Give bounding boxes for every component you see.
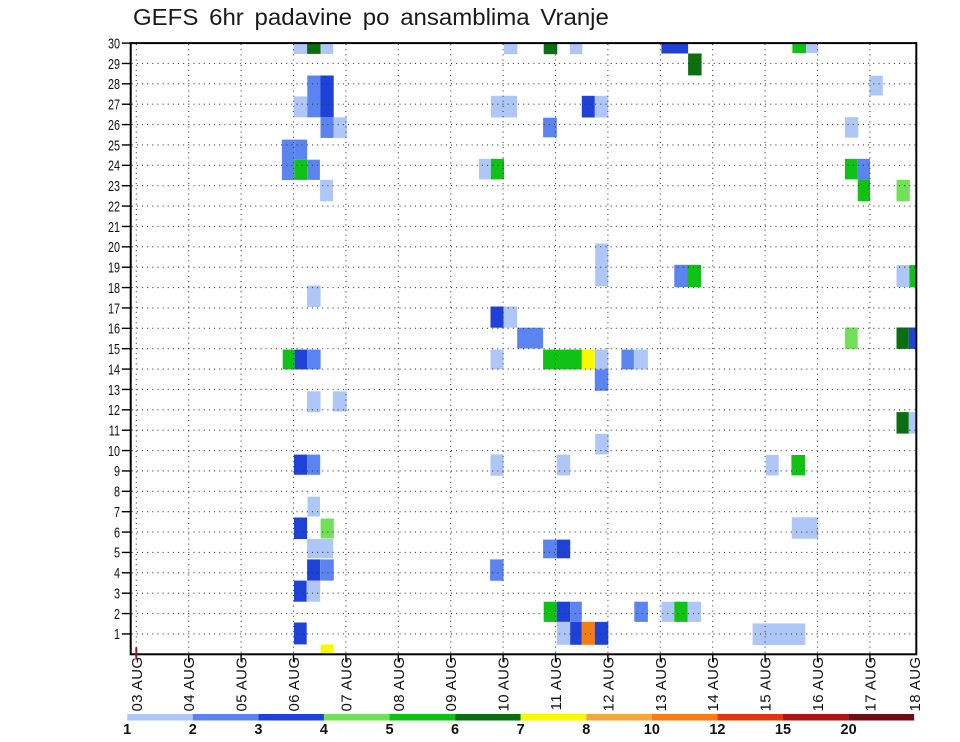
svg-text:19: 19 <box>108 259 120 276</box>
svg-text:6: 6 <box>114 524 120 541</box>
svg-text:5: 5 <box>114 544 120 561</box>
svg-text:3: 3 <box>254 722 262 738</box>
svg-text:04 AUG: 04 AUG <box>181 657 198 712</box>
svg-text:GEFS 6hr padavine po ansamblim: GEFS 6hr padavine po ansamblima Vranje <box>133 4 609 31</box>
svg-text:12: 12 <box>108 401 120 418</box>
svg-text:7: 7 <box>114 503 120 520</box>
svg-text:30: 30 <box>108 35 120 52</box>
svg-text:7: 7 <box>517 722 525 738</box>
svg-text:9: 9 <box>114 462 120 479</box>
svg-text:6: 6 <box>451 722 459 738</box>
svg-text:20: 20 <box>841 722 857 738</box>
svg-text:07 AUG: 07 AUG <box>338 657 355 712</box>
svg-text:10: 10 <box>108 442 120 459</box>
svg-text:1: 1 <box>114 625 120 642</box>
svg-text:25: 25 <box>108 136 120 153</box>
svg-text:14 AUG: 14 AUG <box>705 657 722 712</box>
svg-text:15 AUG: 15 AUG <box>758 657 775 712</box>
svg-text:2: 2 <box>114 605 120 622</box>
svg-text:13: 13 <box>108 381 120 398</box>
svg-text:03 AUG: 03 AUG <box>129 657 146 712</box>
svg-text:3: 3 <box>114 585 120 602</box>
svg-text:29: 29 <box>108 55 120 72</box>
svg-text:28: 28 <box>108 75 120 92</box>
svg-text:16 AUG: 16 AUG <box>810 657 827 712</box>
svg-text:08 AUG: 08 AUG <box>391 657 408 712</box>
svg-text:10 AUG: 10 AUG <box>496 657 513 712</box>
svg-text:18: 18 <box>108 279 120 296</box>
svg-text:06 AUG: 06 AUG <box>286 657 303 712</box>
svg-text:22: 22 <box>108 198 120 215</box>
svg-text:8: 8 <box>114 483 120 500</box>
svg-text:13 AUG: 13 AUG <box>653 657 670 712</box>
svg-text:15: 15 <box>775 722 791 738</box>
svg-text:10: 10 <box>644 722 660 738</box>
svg-text:12: 12 <box>709 722 725 738</box>
svg-text:17: 17 <box>108 299 120 316</box>
svg-text:11 AUG: 11 AUG <box>548 657 565 711</box>
svg-text:4: 4 <box>320 722 328 738</box>
svg-text:20: 20 <box>108 238 120 255</box>
svg-text:15: 15 <box>108 340 120 357</box>
svg-text:18 AUG: 18 AUG <box>907 657 924 712</box>
svg-text:8: 8 <box>582 722 590 738</box>
svg-text:24: 24 <box>108 157 120 174</box>
svg-text:12 AUG: 12 AUG <box>600 657 617 712</box>
svg-text:14: 14 <box>108 361 120 378</box>
svg-text:09 AUG: 09 AUG <box>443 657 460 712</box>
svg-text:5: 5 <box>385 722 393 738</box>
svg-text:16: 16 <box>108 320 120 337</box>
svg-text:05 AUG: 05 AUG <box>234 657 251 712</box>
svg-text:4: 4 <box>114 564 120 581</box>
svg-text:2: 2 <box>189 722 197 738</box>
svg-text:27: 27 <box>108 96 120 113</box>
svg-text:26: 26 <box>108 116 120 133</box>
svg-text:1: 1 <box>123 722 131 738</box>
svg-text:11: 11 <box>109 422 120 439</box>
svg-text:17 AUG: 17 AUG <box>862 657 879 712</box>
svg-text:21: 21 <box>108 218 120 235</box>
svg-text:23: 23 <box>108 177 120 194</box>
